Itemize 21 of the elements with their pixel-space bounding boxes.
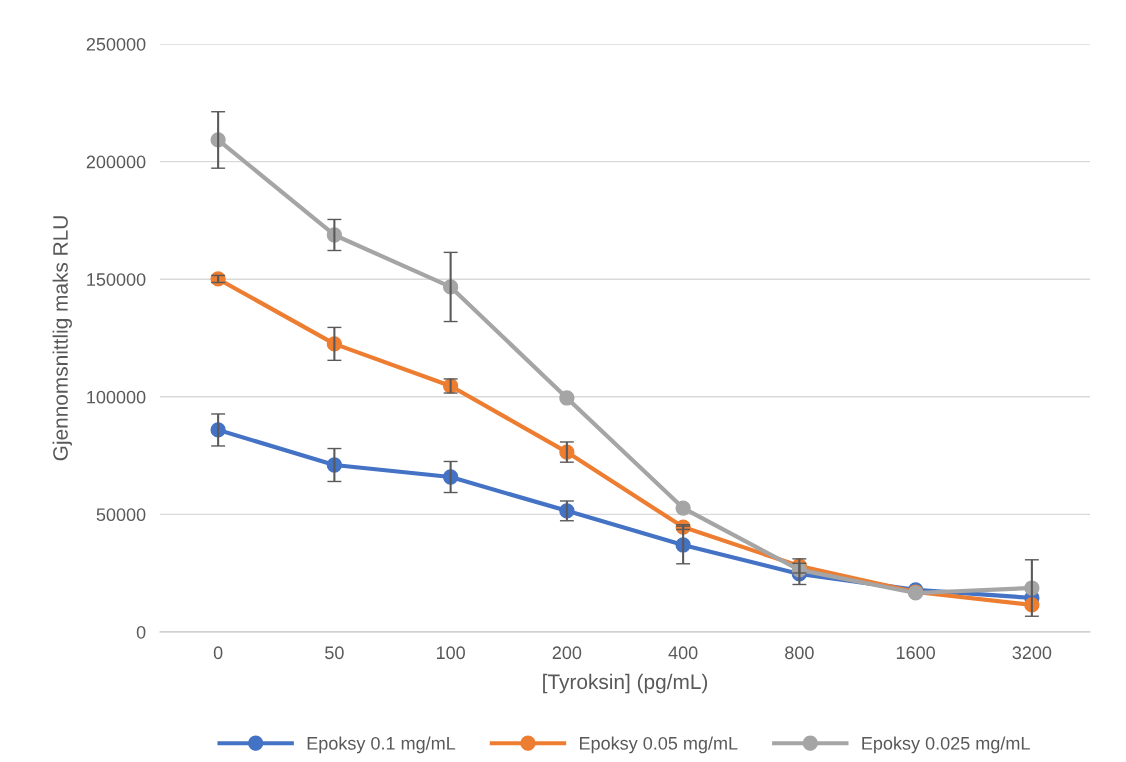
y-tick-label: 250000 bbox=[86, 37, 146, 51]
x-tick-label: 50 bbox=[325, 646, 344, 660]
x-tick-label: 1600 bbox=[896, 646, 935, 660]
y-axis-title: Gjennomsnittlig maks RLU bbox=[52, 216, 72, 461]
y-tick-label: 200000 bbox=[86, 155, 146, 169]
point bbox=[675, 500, 691, 516]
legend-label: Epoksy 0.1 mg/mL bbox=[307, 736, 456, 754]
x-tick-label: 200 bbox=[552, 646, 582, 660]
x-tick-label: 3200 bbox=[1012, 646, 1052, 660]
legend-label: Epoksy 0.025 mg/mL bbox=[862, 736, 1030, 754]
x-tick-label: 800 bbox=[785, 646, 814, 660]
x-tick-label: 0 bbox=[213, 646, 223, 660]
x-axis-title: [Tyroksin] (pg/mL) bbox=[543, 673, 708, 694]
y-tick-label: 50000 bbox=[96, 508, 146, 522]
point bbox=[559, 390, 575, 406]
x-tick-label: 100 bbox=[436, 646, 465, 660]
y-tick-label: 0 bbox=[136, 625, 146, 639]
legend-label: Epoksy 0.05 mg/mL bbox=[580, 736, 738, 754]
x-tick-label: 400 bbox=[668, 646, 698, 660]
y-tick-label: 100000 bbox=[87, 390, 146, 404]
y-tick-label: 150000 bbox=[87, 273, 146, 286]
